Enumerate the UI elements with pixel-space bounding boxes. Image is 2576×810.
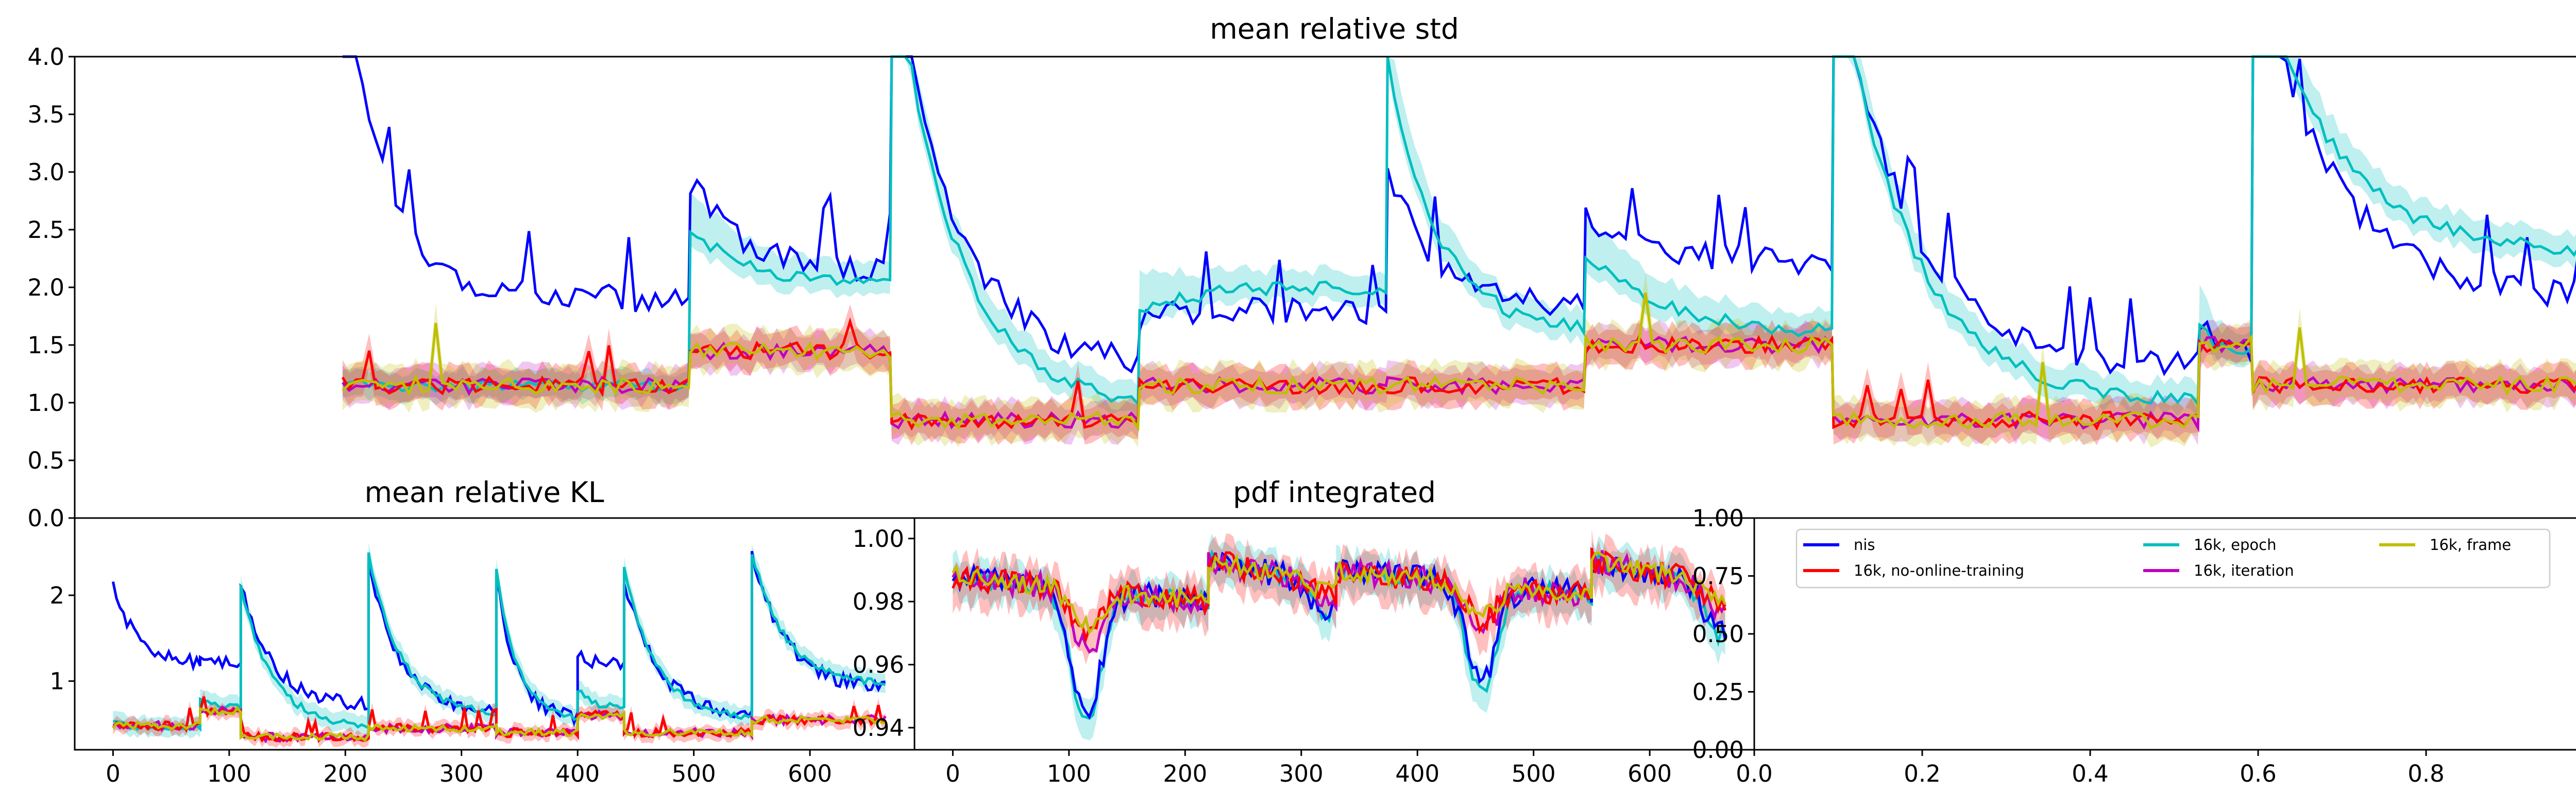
std-plot — [341, 55, 2576, 447]
kl-series-frame — [112, 706, 886, 743]
kl-xtick-label: 300 — [439, 760, 484, 787]
std-series-no-online-training — [341, 317, 2576, 431]
pdf-xtick-label: 100 — [1047, 760, 1091, 787]
pdf-xtick-label: 600 — [1628, 760, 1672, 787]
kl-plot — [111, 542, 887, 748]
pdf-xtick-label: 0 — [945, 760, 960, 787]
legend-label-epoch: 16k, epoch — [2194, 536, 2276, 554]
legend-entry-epoch: 16k, epoch — [2143, 536, 2276, 554]
empty-xtick-label: 0.4 — [2072, 760, 2109, 787]
pdf-ytick-label: 0.98 — [853, 588, 904, 615]
pdf-ytick-label: 1.00 — [853, 525, 904, 553]
std-series-frame — [342, 292, 2576, 432]
std-ytick-label: 0.5 — [27, 447, 64, 474]
empty-ytick-label: 0.75 — [1692, 563, 1744, 590]
empty-xtick-label: 0.0 — [1736, 760, 1773, 787]
legend-entry-iteration: 16k, iteration — [2143, 562, 2294, 579]
legend: nis 16k, no-online-training 16k, epoch 1… — [1795, 528, 2551, 589]
kl-xtick-label: 0 — [106, 760, 121, 787]
std-ytick-label: 4.0 — [27, 43, 64, 71]
pdf-series-frame — [952, 551, 1726, 635]
axis-ticks: 0.0 0.5 1.0 1.5 2.0 2.5 3.0 3.5 4.0 1 2 0 100 200 300 4… — [27, 43, 2576, 787]
std-ytick-label: 2.5 — [27, 216, 64, 244]
legend-entry-nis: nis — [1803, 536, 1875, 554]
std-ytick-label: 2.0 — [27, 274, 64, 301]
legend-label-frame: 16k, frame — [2430, 536, 2511, 554]
empty-ytick-label: 0.25 — [1692, 679, 1744, 706]
kl-ytick-label: 1 — [49, 668, 64, 695]
kl-xtick-label: 600 — [788, 760, 832, 787]
legend-label-iteration: 16k, iteration — [2194, 562, 2294, 579]
empty-ytick-label: 0.50 — [1692, 621, 1744, 648]
pdf-plot — [952, 529, 1727, 740]
std-title: mean relative std — [1210, 12, 1459, 45]
legend-box — [1795, 528, 2551, 589]
pdf-xtick-label: 400 — [1395, 760, 1439, 787]
legend-entry-frame: 16k, frame — [2379, 536, 2511, 554]
pdf-title: pdf integrated — [1233, 476, 1436, 509]
kl-xtick-label: 500 — [672, 760, 716, 787]
pdf-xtick-label: 300 — [1279, 760, 1324, 787]
empty-ytick-label: 1.00 — [1692, 505, 1744, 532]
kl-series-epoch — [113, 552, 886, 732]
empty-xtick-label: 0.6 — [2240, 760, 2277, 787]
pdf-xtick-label: 500 — [1512, 760, 1556, 787]
legend-entry-no-online-training: 16k, no-online-training — [1803, 562, 2024, 579]
std-band-no-online-training — [342, 304, 2576, 445]
pdf-band-no-online-training — [953, 529, 1725, 665]
std-ytick-label: 3.0 — [27, 159, 64, 186]
std-ytick-label: 3.5 — [27, 101, 64, 128]
kl-ytick-label: 2 — [49, 582, 64, 609]
kl-xtick-label: 100 — [207, 760, 251, 787]
std-ytick-label: 1.0 — [27, 389, 64, 417]
kl-xtick-label: 200 — [323, 760, 367, 787]
empty-xtick-label: 0.8 — [2408, 760, 2445, 787]
legend-label-nis: nis — [1854, 536, 1875, 554]
pdf-xtick-label: 200 — [1163, 760, 1207, 787]
std-ytick-label: 1.5 — [27, 332, 64, 359]
pdf-ytick-label: 0.96 — [853, 651, 904, 679]
std-band-frame — [342, 273, 2576, 447]
empty-ytick-label: 0.00 — [1692, 736, 1744, 764]
empty-xtick-label: 0.2 — [1904, 760, 1941, 787]
pdf-ytick-label: 0.94 — [853, 714, 904, 742]
kl-xtick-label: 400 — [555, 760, 600, 787]
kl-title: mean relative KL — [364, 476, 604, 509]
legend-label-no-online-training: 16k, no-online-training — [1854, 562, 2024, 579]
std-ytick-label: 0.0 — [27, 505, 64, 532]
